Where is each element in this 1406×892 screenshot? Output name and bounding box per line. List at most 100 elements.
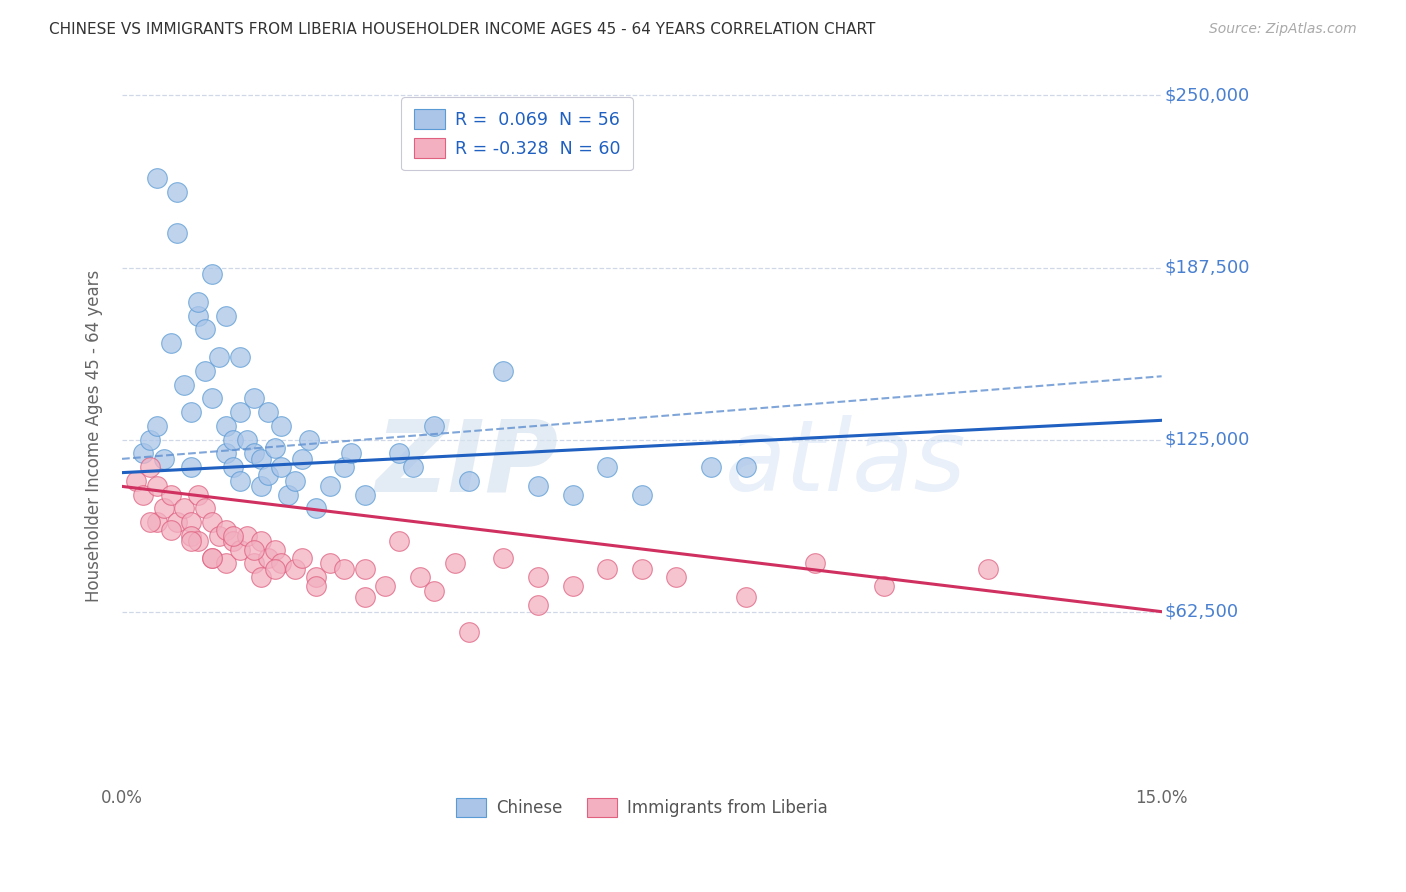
Point [388, 446, 411, 460]
Point [222, 529, 245, 543]
Y-axis label: Householder Income Ages 45 - 64 years: Householder Income Ages 45 - 64 years [86, 270, 103, 602]
Point [596, 562, 619, 576]
Point [194, 501, 217, 516]
Point [561, 488, 583, 502]
Point [457, 625, 479, 640]
Point [236, 529, 259, 543]
Point [270, 460, 292, 475]
Point [319, 557, 342, 571]
Point [201, 268, 224, 282]
Point [402, 460, 425, 475]
Legend: Chinese, Immigrants from Liberia: Chinese, Immigrants from Liberia [449, 791, 835, 824]
Point [631, 488, 654, 502]
Point [457, 474, 479, 488]
Point [423, 418, 446, 433]
Point [270, 418, 292, 433]
Point [284, 562, 307, 576]
Point [173, 377, 195, 392]
Point [215, 524, 238, 538]
Point [631, 562, 654, 576]
Point [443, 557, 465, 571]
Point [734, 460, 756, 475]
Point [180, 534, 202, 549]
Point [700, 460, 723, 475]
Point [242, 392, 264, 406]
Point [305, 578, 328, 592]
Point [339, 446, 361, 460]
Point [222, 460, 245, 475]
Text: ZIP: ZIP [375, 416, 558, 513]
Point [242, 542, 264, 557]
Point [353, 488, 375, 502]
Point [298, 433, 321, 447]
Point [249, 534, 271, 549]
Text: $62,500: $62,500 [1164, 603, 1239, 621]
Point [201, 392, 224, 406]
Point [353, 590, 375, 604]
Point [159, 336, 181, 351]
Point [873, 578, 896, 592]
Text: $187,500: $187,500 [1164, 259, 1250, 277]
Point [319, 479, 342, 493]
Point [492, 364, 515, 378]
Point [152, 451, 174, 466]
Point [977, 562, 1000, 576]
Point [333, 562, 356, 576]
Point [249, 570, 271, 584]
Point [166, 185, 188, 199]
Point [166, 226, 188, 240]
Point [374, 578, 396, 592]
Point [305, 501, 328, 516]
Point [159, 488, 181, 502]
Point [263, 542, 285, 557]
Point [145, 418, 167, 433]
Point [249, 479, 271, 493]
Point [423, 584, 446, 599]
Point [256, 468, 278, 483]
Text: Source: ZipAtlas.com: Source: ZipAtlas.com [1209, 22, 1357, 37]
Point [229, 350, 252, 364]
Point [173, 501, 195, 516]
Point [236, 433, 259, 447]
Text: atlas: atlas [725, 416, 967, 513]
Point [132, 446, 155, 460]
Point [125, 474, 148, 488]
Point [201, 515, 224, 529]
Point [187, 534, 209, 549]
Text: $125,000: $125,000 [1164, 431, 1250, 449]
Point [145, 479, 167, 493]
Point [194, 322, 217, 336]
Point [263, 441, 285, 455]
Point [187, 294, 209, 309]
Point [166, 515, 188, 529]
Point [256, 405, 278, 419]
Text: CHINESE VS IMMIGRANTS FROM LIBERIA HOUSEHOLDER INCOME AGES 45 - 64 YEARS CORRELA: CHINESE VS IMMIGRANTS FROM LIBERIA HOUSE… [49, 22, 876, 37]
Point [201, 551, 224, 566]
Point [145, 515, 167, 529]
Point [139, 460, 162, 475]
Point [132, 488, 155, 502]
Point [665, 570, 688, 584]
Point [333, 460, 356, 475]
Point [284, 474, 307, 488]
Point [249, 451, 271, 466]
Point [242, 446, 264, 460]
Point [152, 501, 174, 516]
Point [222, 433, 245, 447]
Point [561, 578, 583, 592]
Point [353, 562, 375, 576]
Point [159, 524, 181, 538]
Point [229, 405, 252, 419]
Point [215, 309, 238, 323]
Point [270, 557, 292, 571]
Point [215, 557, 238, 571]
Point [388, 534, 411, 549]
Text: $250,000: $250,000 [1164, 87, 1250, 104]
Point [229, 542, 252, 557]
Point [180, 515, 202, 529]
Point [187, 488, 209, 502]
Point [804, 557, 827, 571]
Point [596, 460, 619, 475]
Point [263, 562, 285, 576]
Point [277, 488, 299, 502]
